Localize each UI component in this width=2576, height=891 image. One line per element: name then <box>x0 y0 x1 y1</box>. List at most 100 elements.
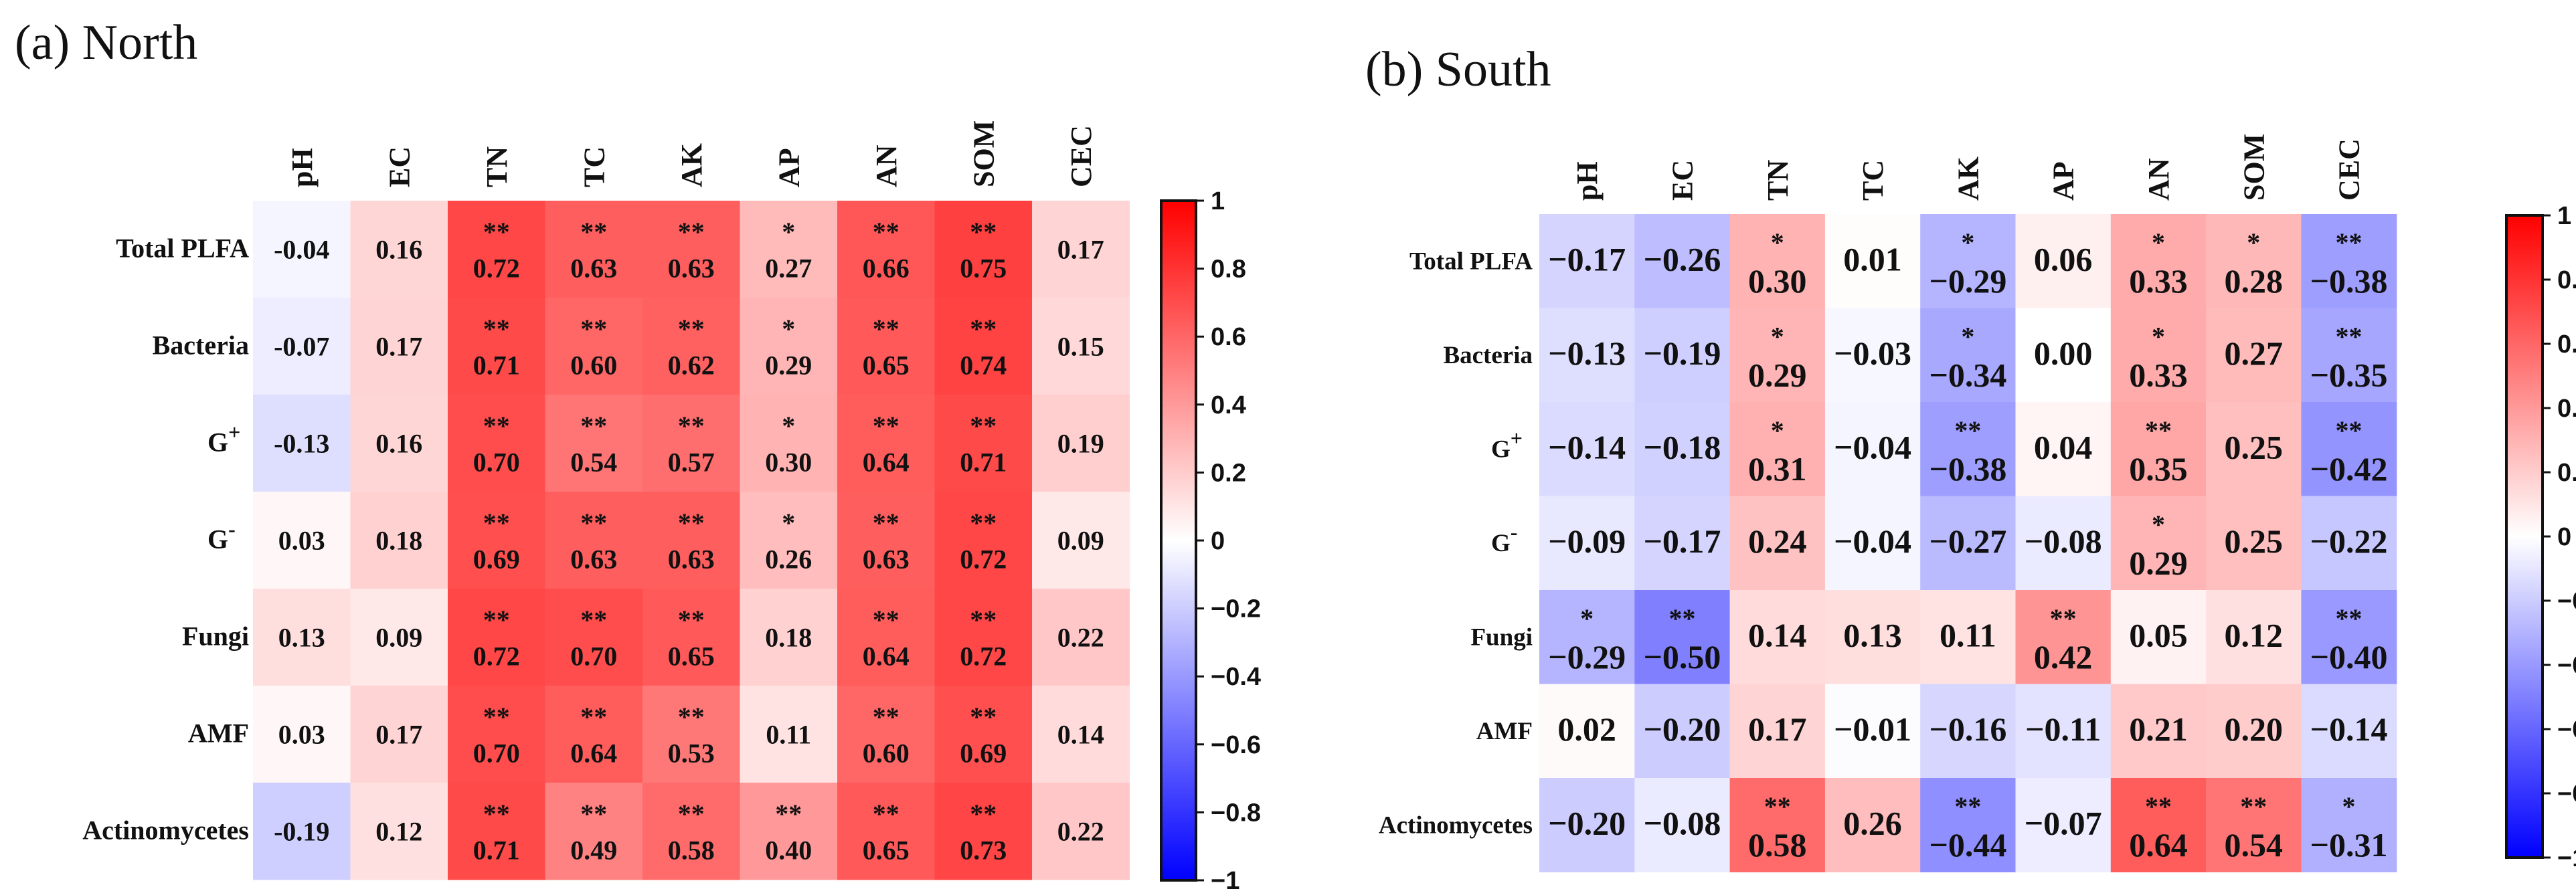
colorbar-tick-label: −0.4 <box>2557 652 2576 680</box>
heatmap-cell <box>2301 684 2397 779</box>
heatmap-cell <box>740 589 838 686</box>
heatmap-cell <box>1634 402 1731 497</box>
colorbar <box>2505 214 2544 859</box>
heatmap-cell <box>1729 496 1826 591</box>
heatmap-cell <box>1920 778 2016 873</box>
row-label: AMF <box>1476 718 1533 745</box>
colorbar-tick-label: −0.2 <box>1211 595 1261 623</box>
cell-value: 0.64 <box>570 738 617 768</box>
cell-value: 0.63 <box>570 253 617 283</box>
significance-mark: * <box>1771 321 1784 351</box>
row-label: G- <box>1491 520 1517 557</box>
column-label: AK <box>675 143 708 187</box>
cell-value: 0.13 <box>278 623 325 653</box>
heatmap-cell <box>1634 684 1731 779</box>
cell-value: 0.29 <box>1748 356 1807 393</box>
heatmap-cell <box>448 395 546 492</box>
heatmap-cell <box>253 589 351 686</box>
heatmap-cell <box>1634 590 1731 685</box>
heatmap-cell <box>2110 214 2207 309</box>
heatmap-cell <box>2301 778 2397 873</box>
heatmap-cell <box>545 298 643 395</box>
significance-mark: ** <box>873 799 899 829</box>
cell-value: 0.11 <box>766 720 811 750</box>
column-label: SOM <box>2237 134 2270 201</box>
heatmap-south: pH EC TN TC AK AP AN SOM CEC Total PLFA Bacteria G+… <box>1379 134 2576 873</box>
heatmap-cell <box>545 783 643 880</box>
colorbar-tick-label: 0.8 <box>2557 266 2576 294</box>
heatmap-cell <box>2206 496 2302 591</box>
significance-mark: ** <box>873 702 899 732</box>
cell-value: 0.18 <box>375 526 422 556</box>
significance-mark: ** <box>970 314 997 344</box>
heatmap-cell <box>448 201 546 298</box>
heatmap-cell <box>642 298 741 395</box>
heatmap-cell <box>740 395 838 492</box>
row-label: G+ <box>1491 425 1523 463</box>
significance-mark: ** <box>678 702 705 732</box>
heatmap-cell <box>1032 395 1130 492</box>
row-label: AMF <box>188 718 249 749</box>
significance-mark: ** <box>873 314 899 344</box>
heatmap-cell <box>1729 778 1826 873</box>
cell-value: 0.35 <box>2129 450 2188 488</box>
cell-value: 0.04 <box>2034 428 2093 466</box>
cell-value: 0.72 <box>960 544 1007 574</box>
heatmap-cell <box>837 492 936 589</box>
significance-mark: ** <box>873 508 899 538</box>
heatmap-cell <box>545 492 643 589</box>
significance-mark: ** <box>2240 791 2267 821</box>
significance-mark: ** <box>2336 227 2363 258</box>
cell-value: 0.65 <box>863 835 910 865</box>
heatmap-cell <box>1539 496 1635 591</box>
row-label: Total PLFA <box>1409 248 1533 275</box>
heatmap-cell <box>2110 496 2207 591</box>
significance-mark: * <box>2152 321 2165 351</box>
heatmap-cell <box>2206 778 2302 873</box>
row-label: G+ <box>207 420 240 458</box>
significance-mark: ** <box>483 314 510 344</box>
cell-value: 0.64 <box>863 641 910 671</box>
heatmap-cell <box>837 783 936 880</box>
significance-mark: ** <box>2336 415 2363 446</box>
heatmap-cell <box>1634 214 1731 309</box>
heatmap-cell <box>1539 590 1635 685</box>
cell-value: 0.14 <box>1748 616 1807 654</box>
heatmap-cell <box>2110 778 2207 873</box>
heatmap-cell <box>1634 496 1731 591</box>
heatmap-cell <box>2206 402 2302 497</box>
cell-value: −0.29 <box>1929 262 2006 300</box>
cell-value: −0.26 <box>1643 240 1721 278</box>
cell-value: 0.75 <box>960 253 1007 283</box>
cell-value: 0.30 <box>1748 262 1807 300</box>
cell-value: 0.13 <box>1843 616 1902 654</box>
cell-value: 0.71 <box>473 835 520 865</box>
heatmap-cell <box>642 589 741 686</box>
cell-value: 0.01 <box>1843 240 1902 278</box>
heatmap-cell <box>740 686 838 783</box>
cell-value: −0.44 <box>1929 826 2006 864</box>
row-label-superscript: - <box>1511 520 1518 544</box>
heatmap-cell <box>1729 308 1826 403</box>
cell-value: 0.69 <box>960 738 1007 768</box>
cell-value: 0.26 <box>1843 804 1902 842</box>
cell-value: 0.14 <box>1057 720 1104 750</box>
heatmap-cell <box>1032 298 1130 395</box>
cell-value: −0.20 <box>1643 710 1721 748</box>
cell-value: 0.69 <box>473 544 520 574</box>
cell-value: −0.14 <box>1548 428 1626 466</box>
cell-value: -0.04 <box>274 235 329 265</box>
heatmap-cell <box>837 298 936 395</box>
heatmap-cell <box>1032 589 1130 686</box>
cell-value: 0.58 <box>668 835 715 865</box>
cell-value: 0.54 <box>2225 826 2284 864</box>
column-label: EC <box>383 146 416 187</box>
cell-value: 0.17 <box>1057 235 1104 265</box>
heatmap-cell <box>934 783 1033 880</box>
significance-mark: * <box>1580 603 1594 633</box>
heatmap-cell <box>1729 214 1826 309</box>
heatmap-cell <box>642 395 741 492</box>
cell-value: −0.35 <box>2310 356 2388 393</box>
heatmap-cell <box>253 686 351 783</box>
cell-value: 0.06 <box>2034 240 2093 278</box>
